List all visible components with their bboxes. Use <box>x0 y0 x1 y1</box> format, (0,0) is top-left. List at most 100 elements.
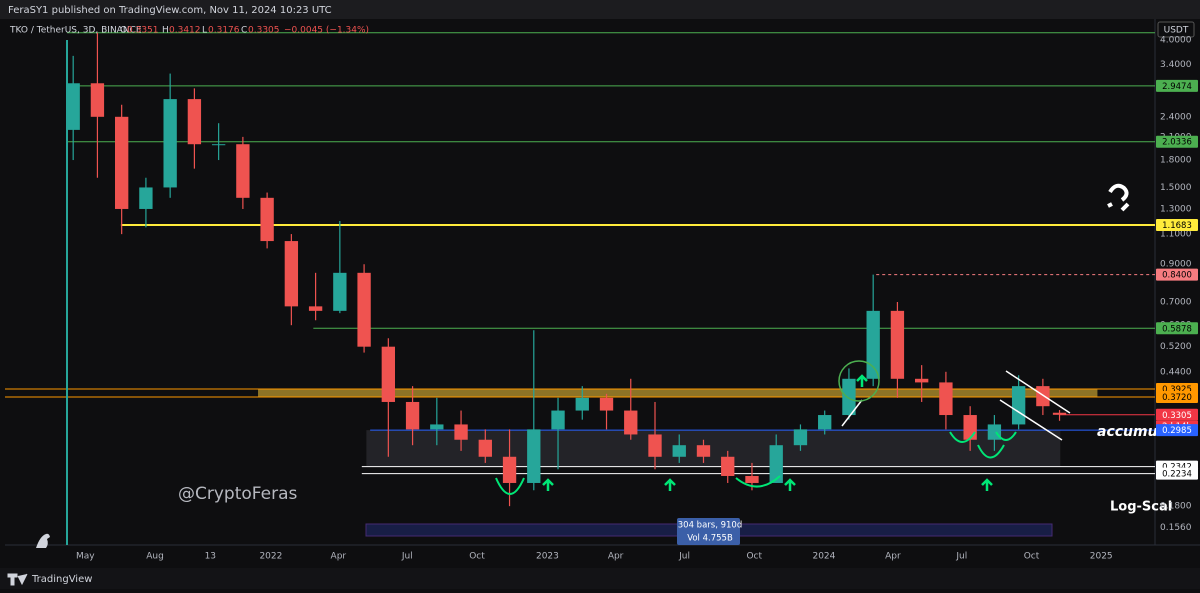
arrows <box>542 374 993 491</box>
ohlc-letter: H <box>162 26 169 36</box>
price-badge-label: 0.3305 <box>1162 411 1192 421</box>
info-bars: 304 bars, 910d <box>678 521 742 531</box>
info-volume: Vol 4.755B <box>687 534 733 544</box>
curve <box>949 431 976 443</box>
x-tick-label: 2024 <box>812 552 835 562</box>
y-tick-label: 0.5200 <box>1160 342 1192 352</box>
candle-body <box>163 99 177 188</box>
ohlc-value: 0.3176 <box>208 26 240 36</box>
candle-body <box>648 434 662 457</box>
drawings <box>36 40 1130 548</box>
price-badge-label: 0.5878 <box>1162 324 1192 334</box>
arrow <box>784 478 796 491</box>
candle-body <box>187 99 202 145</box>
candle-body <box>139 187 153 209</box>
x-tick-label: Jul <box>678 552 690 562</box>
y-tick-label: 0.1800 <box>1160 502 1192 512</box>
price-badge-label: 2.9474 <box>1162 82 1192 92</box>
price-badge-label: 0.8400 <box>1162 271 1192 281</box>
currency: USDT <box>1164 26 1189 36</box>
candle-body <box>696 445 711 457</box>
tv-logo <box>7 573 28 586</box>
change: −0.0045 (−1.34%) <box>284 26 369 36</box>
candle-body <box>721 456 735 476</box>
trendline <box>1005 370 1071 414</box>
candle-body <box>260 197 274 242</box>
ohlc-letter: O <box>120 26 127 36</box>
candle-body <box>769 445 783 483</box>
candle-body <box>1052 412 1067 415</box>
candle-body <box>599 397 614 411</box>
price-badge-label: 0.2985 <box>1162 426 1192 436</box>
curve <box>995 431 1017 441</box>
candle-body <box>915 378 929 383</box>
x-tick-label: 2022 <box>259 552 282 562</box>
candle-body <box>308 306 323 311</box>
price-badge <box>1156 391 1198 404</box>
candle-body <box>1036 386 1050 407</box>
candle-body <box>793 429 808 446</box>
candle-body <box>66 83 80 130</box>
candle-body <box>405 401 420 430</box>
price-badge <box>1156 135 1198 148</box>
x-tick-label: Oct <box>1024 552 1040 562</box>
candle-body <box>575 397 589 411</box>
watermark: @CryptoFeras <box>178 484 297 504</box>
publisher: FeraSY1 published on TradingView.com, No… <box>8 5 332 16</box>
price-badge-label: 0.2342 <box>1162 463 1192 473</box>
y-tick-label: 0.9000 <box>1160 260 1192 270</box>
candle-body <box>333 272 347 311</box>
candle-body <box>90 83 105 117</box>
x-tick-label: Oct <box>746 552 762 562</box>
y-tick-label: 1.5000 <box>1160 183 1192 193</box>
y-tick-label: 1.1000 <box>1160 230 1192 240</box>
ohlc-value: 0.3351 <box>127 26 159 36</box>
trendline <box>999 399 1063 441</box>
arrow <box>542 478 554 491</box>
x-tick-label: 2025 <box>1090 552 1113 562</box>
candle-body <box>527 429 541 483</box>
arrow <box>856 374 868 387</box>
x-tick-label: 2023 <box>536 552 559 562</box>
ohlc-letter: L <box>202 26 207 36</box>
arrow <box>664 478 676 491</box>
y-tick-label: 3.4000 <box>1160 60 1192 70</box>
price-badge <box>1156 467 1198 480</box>
dino-icon <box>36 533 50 548</box>
ohlc-value: 0.3305 <box>248 26 280 36</box>
curve <box>735 475 781 488</box>
symbol: TKO / TetherUS, 3D, BINANCE <box>9 26 142 36</box>
icon <box>1107 183 1130 212</box>
candle-body <box>454 424 468 440</box>
arrow <box>981 478 993 491</box>
x-tick-label: Apr <box>331 552 347 562</box>
y-tick-label: 0.4400 <box>1160 367 1192 377</box>
x-tick-label: Apr <box>608 552 624 562</box>
candle-body <box>115 116 129 209</box>
price-badge-label: 0.2234 <box>1162 470 1192 480</box>
y-tick-label: 0.7000 <box>1160 298 1192 308</box>
price-badge <box>1156 79 1198 92</box>
candle-body <box>1011 386 1026 425</box>
x-tick-label: Oct <box>469 552 485 562</box>
candle-body <box>939 382 953 416</box>
header-bar <box>0 0 1200 19</box>
candle-body <box>502 456 517 483</box>
candle-body <box>672 445 686 457</box>
ohlc-letter: C <box>241 26 247 36</box>
footer-bar <box>0 568 1200 589</box>
candle-body <box>963 415 977 440</box>
price-badge-label: 2.0336 <box>1162 138 1192 148</box>
y-tick-label: 1.3000 <box>1160 204 1192 214</box>
price-badge <box>1156 408 1198 421</box>
curve <box>977 444 1005 459</box>
trendline <box>841 399 863 427</box>
x-tick-label: 13 <box>205 552 216 562</box>
y-tick-label: 4.0000 <box>1160 36 1192 46</box>
price-badge-label: 0.3925 <box>1162 385 1192 395</box>
price-badge-label: 0.3720 <box>1162 393 1192 403</box>
x-tick-label: Apr <box>885 552 901 562</box>
scale-note: Log-Scal <box>1110 500 1172 515</box>
zone <box>366 430 1061 467</box>
